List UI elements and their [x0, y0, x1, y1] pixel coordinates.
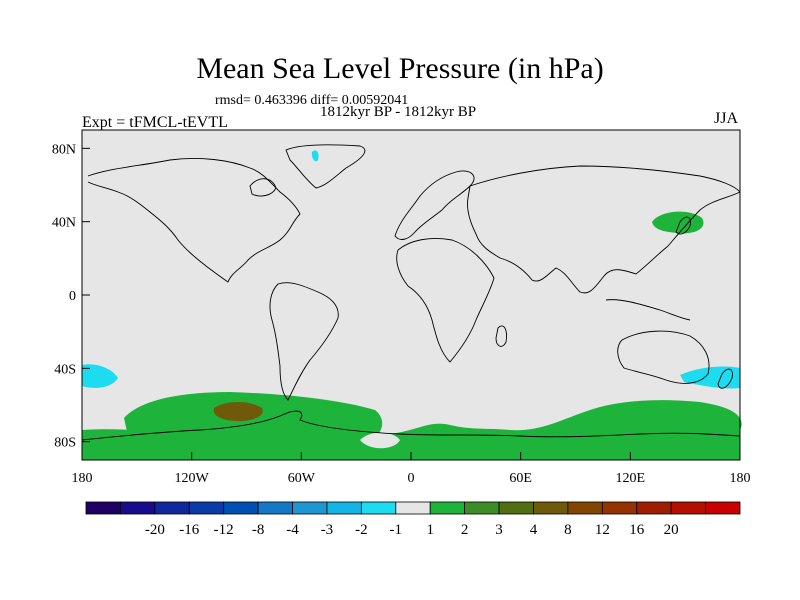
patch-north-pacific-green	[652, 211, 704, 234]
colorbar-swatch	[292, 501, 328, 515]
colorbar-label: 16	[629, 522, 645, 538]
colorbar-swatch	[601, 501, 638, 515]
colorbar-label: 12	[595, 522, 610, 538]
colorbar-swatch	[188, 501, 225, 515]
patch-south-atlantic-green	[330, 400, 742, 460]
coast-madagascar	[495, 325, 507, 347]
colorbar-swatch	[705, 501, 741, 515]
season-label: JJA	[714, 110, 739, 127]
colorbar-swatch	[533, 501, 569, 515]
x-tick-label: 180	[730, 471, 751, 486]
patch-antarctic-south-green	[82, 429, 371, 460]
colorbar-swatch	[395, 501, 431, 515]
x-tick-label: 120W	[175, 471, 210, 486]
colorbar-swatch	[670, 501, 706, 515]
coast-antarctica	[81, 410, 741, 441]
colorbar-swatch	[360, 501, 397, 515]
colorbar-swatch	[223, 501, 259, 515]
x-tick-label: 60W	[288, 471, 316, 486]
colorbar-swatch	[257, 501, 293, 515]
patch-gap-gray	[360, 432, 400, 449]
x-tick-label: 0	[408, 471, 415, 486]
patch-south-pacific-cyan	[82, 364, 118, 388]
coast-north-america	[87, 158, 301, 283]
map-title: Mean Sea Level Pressure (in hPa)	[196, 52, 604, 85]
colorbar-swatch	[464, 501, 500, 515]
colorbar-label: 1	[426, 522, 434, 538]
colorbar-label: -20	[145, 522, 165, 538]
colorbar: -20 -16 -12 -8 -4 -3 -2 -1 1 2 3 4 8 12 16 20	[85, 501, 741, 538]
axis-ticks: 180 120W 60W 0 60E 120E 180 80N 40N 0 40S 80S	[52, 142, 751, 486]
experiment-label: Expt = tFMCL-tEVTL	[82, 114, 228, 131]
coast-africa	[396, 238, 495, 363]
colorbar-label: -4	[286, 522, 299, 538]
colorbar-label: 3	[495, 522, 503, 538]
coast-japan	[675, 216, 691, 235]
anomaly-patches	[82, 150, 742, 460]
colorbar-swatch	[326, 501, 362, 515]
colorbar-swatch	[567, 501, 603, 515]
colorbar-swatch	[429, 501, 466, 515]
y-tick-label: 80S	[54, 436, 76, 451]
coast-asia	[467, 165, 741, 294]
patch-greenland-cyan	[311, 150, 319, 162]
coast-greenland	[285, 144, 366, 189]
colorbar-label: 20	[664, 522, 679, 538]
period-subtitle: 1812kyr BP - 1812kyr BP	[320, 104, 477, 120]
colorbar-label: -3	[321, 522, 334, 538]
colorbar-label: -12	[214, 522, 234, 538]
colorbar-label: -2	[355, 522, 368, 538]
colorbar-swatch	[154, 501, 190, 515]
colorbar-label: -16	[179, 522, 199, 538]
coastlines	[81, 144, 741, 441]
y-tick-label: 80N	[52, 142, 76, 157]
y-tick-label: 0	[69, 289, 76, 304]
colorbar-swatch	[498, 501, 534, 515]
colorbar-label: 4	[530, 522, 538, 538]
colorbar-label: 2	[461, 522, 469, 538]
colorbar-swatch	[85, 501, 121, 515]
coast-hudson	[249, 178, 277, 197]
patch-tasman-cyan	[680, 366, 740, 389]
x-tick-label: 120E	[616, 471, 646, 486]
colorbar-swatch	[120, 501, 156, 515]
x-tick-label: 60E	[509, 471, 532, 486]
patch-antarctic-olive	[213, 402, 263, 422]
x-tick-label: 180	[72, 471, 93, 486]
colorbar-label: 8	[564, 522, 572, 538]
coast-new-zealand	[717, 368, 733, 389]
y-tick-label: 40N	[52, 216, 76, 231]
colorbar-label: -8	[252, 522, 265, 538]
coast-south-america	[269, 282, 339, 401]
coast-indonesia	[605, 299, 691, 321]
colorbar-label: -1	[390, 522, 403, 538]
y-tick-label: 40S	[54, 362, 76, 377]
coast-australia	[617, 330, 710, 384]
colorbar-swatch	[636, 501, 672, 515]
stats-text: rmsd= 0.463396 diff= 0.00592041	[215, 93, 409, 108]
